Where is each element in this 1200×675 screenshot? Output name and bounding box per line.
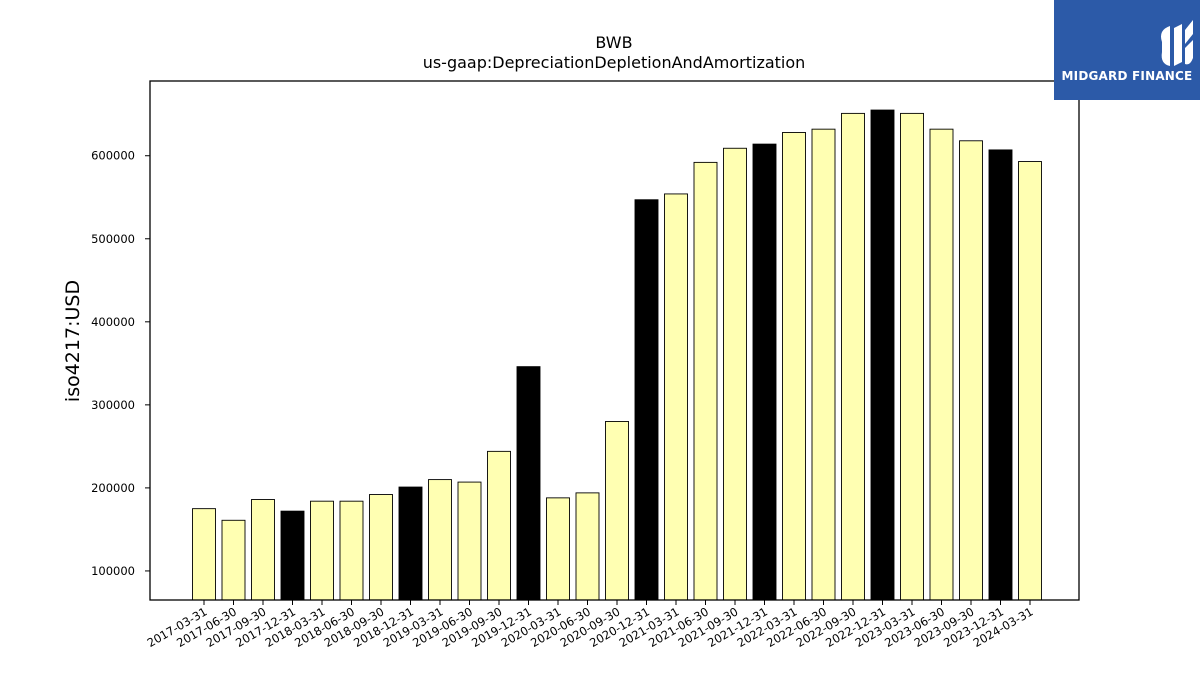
bar-2020-03-31 [546,497,570,601]
y-tick-label: 200000 [91,481,135,495]
bar-2023-12-31 [988,149,1013,601]
bar-2019-03-31 [428,479,452,601]
plot-frame [149,80,1080,601]
y-tick-label: 400000 [91,315,135,329]
bar-2019-12-31 [516,366,541,601]
x-axis: 2017-03-312017-06-302017-09-302017-12-31… [145,600,1036,650]
chart-title: BWB [595,33,632,52]
logo-mark-icon [1161,20,1193,66]
bar-2017-12-31 [280,510,305,601]
bar-2020-09-30 [605,421,629,601]
bar-2018-03-31 [310,500,334,601]
y-axis-label: iso4217:USD [62,280,84,402]
bar-2023-09-30 [959,140,983,601]
y-axis: 100000 200000 300000 400000 500000 600000 [91,149,150,578]
bar-2023-03-31 [900,112,924,601]
bar-2019-09-30 [487,450,511,601]
midgard-finance-logo: MIDGARD FINANCE [1054,0,1200,100]
bar-2021-09-30 [723,147,747,601]
bar-2020-12-31 [634,199,659,601]
y-tick-label: 100000 [91,564,135,578]
logo-text: MIDGARD FINANCE [1061,69,1193,83]
bar-2018-06-30 [339,500,364,601]
bar-2019-06-30 [457,481,482,601]
bar-2021-03-31 [664,193,688,601]
bar-2020-06-30 [575,492,600,601]
y-tick-label: 500000 [91,232,135,246]
bar-2018-12-31 [398,486,423,601]
bar-2024-03-31 [1018,161,1042,601]
bar-2018-09-30 [369,494,393,601]
bar-2022-12-31 [870,109,895,601]
bar-2021-06-30 [693,161,718,601]
bar-2021-12-31 [752,143,777,601]
bar-2017-09-30 [251,499,275,601]
bars-group [192,109,1042,601]
chart-subtitle: us-gaap:DepreciationDepletionAndAmortiza… [423,53,806,72]
bar-2023-06-30 [929,128,954,601]
bar-2022-03-31 [782,132,806,601]
bar-2022-06-30 [811,128,836,601]
y-tick-label: 600000 [91,149,135,163]
bar-2017-06-30 [221,519,246,601]
bar-2017-03-31 [192,508,216,601]
bar-2022-09-30 [841,112,865,601]
y-tick-label: 300000 [91,398,135,412]
